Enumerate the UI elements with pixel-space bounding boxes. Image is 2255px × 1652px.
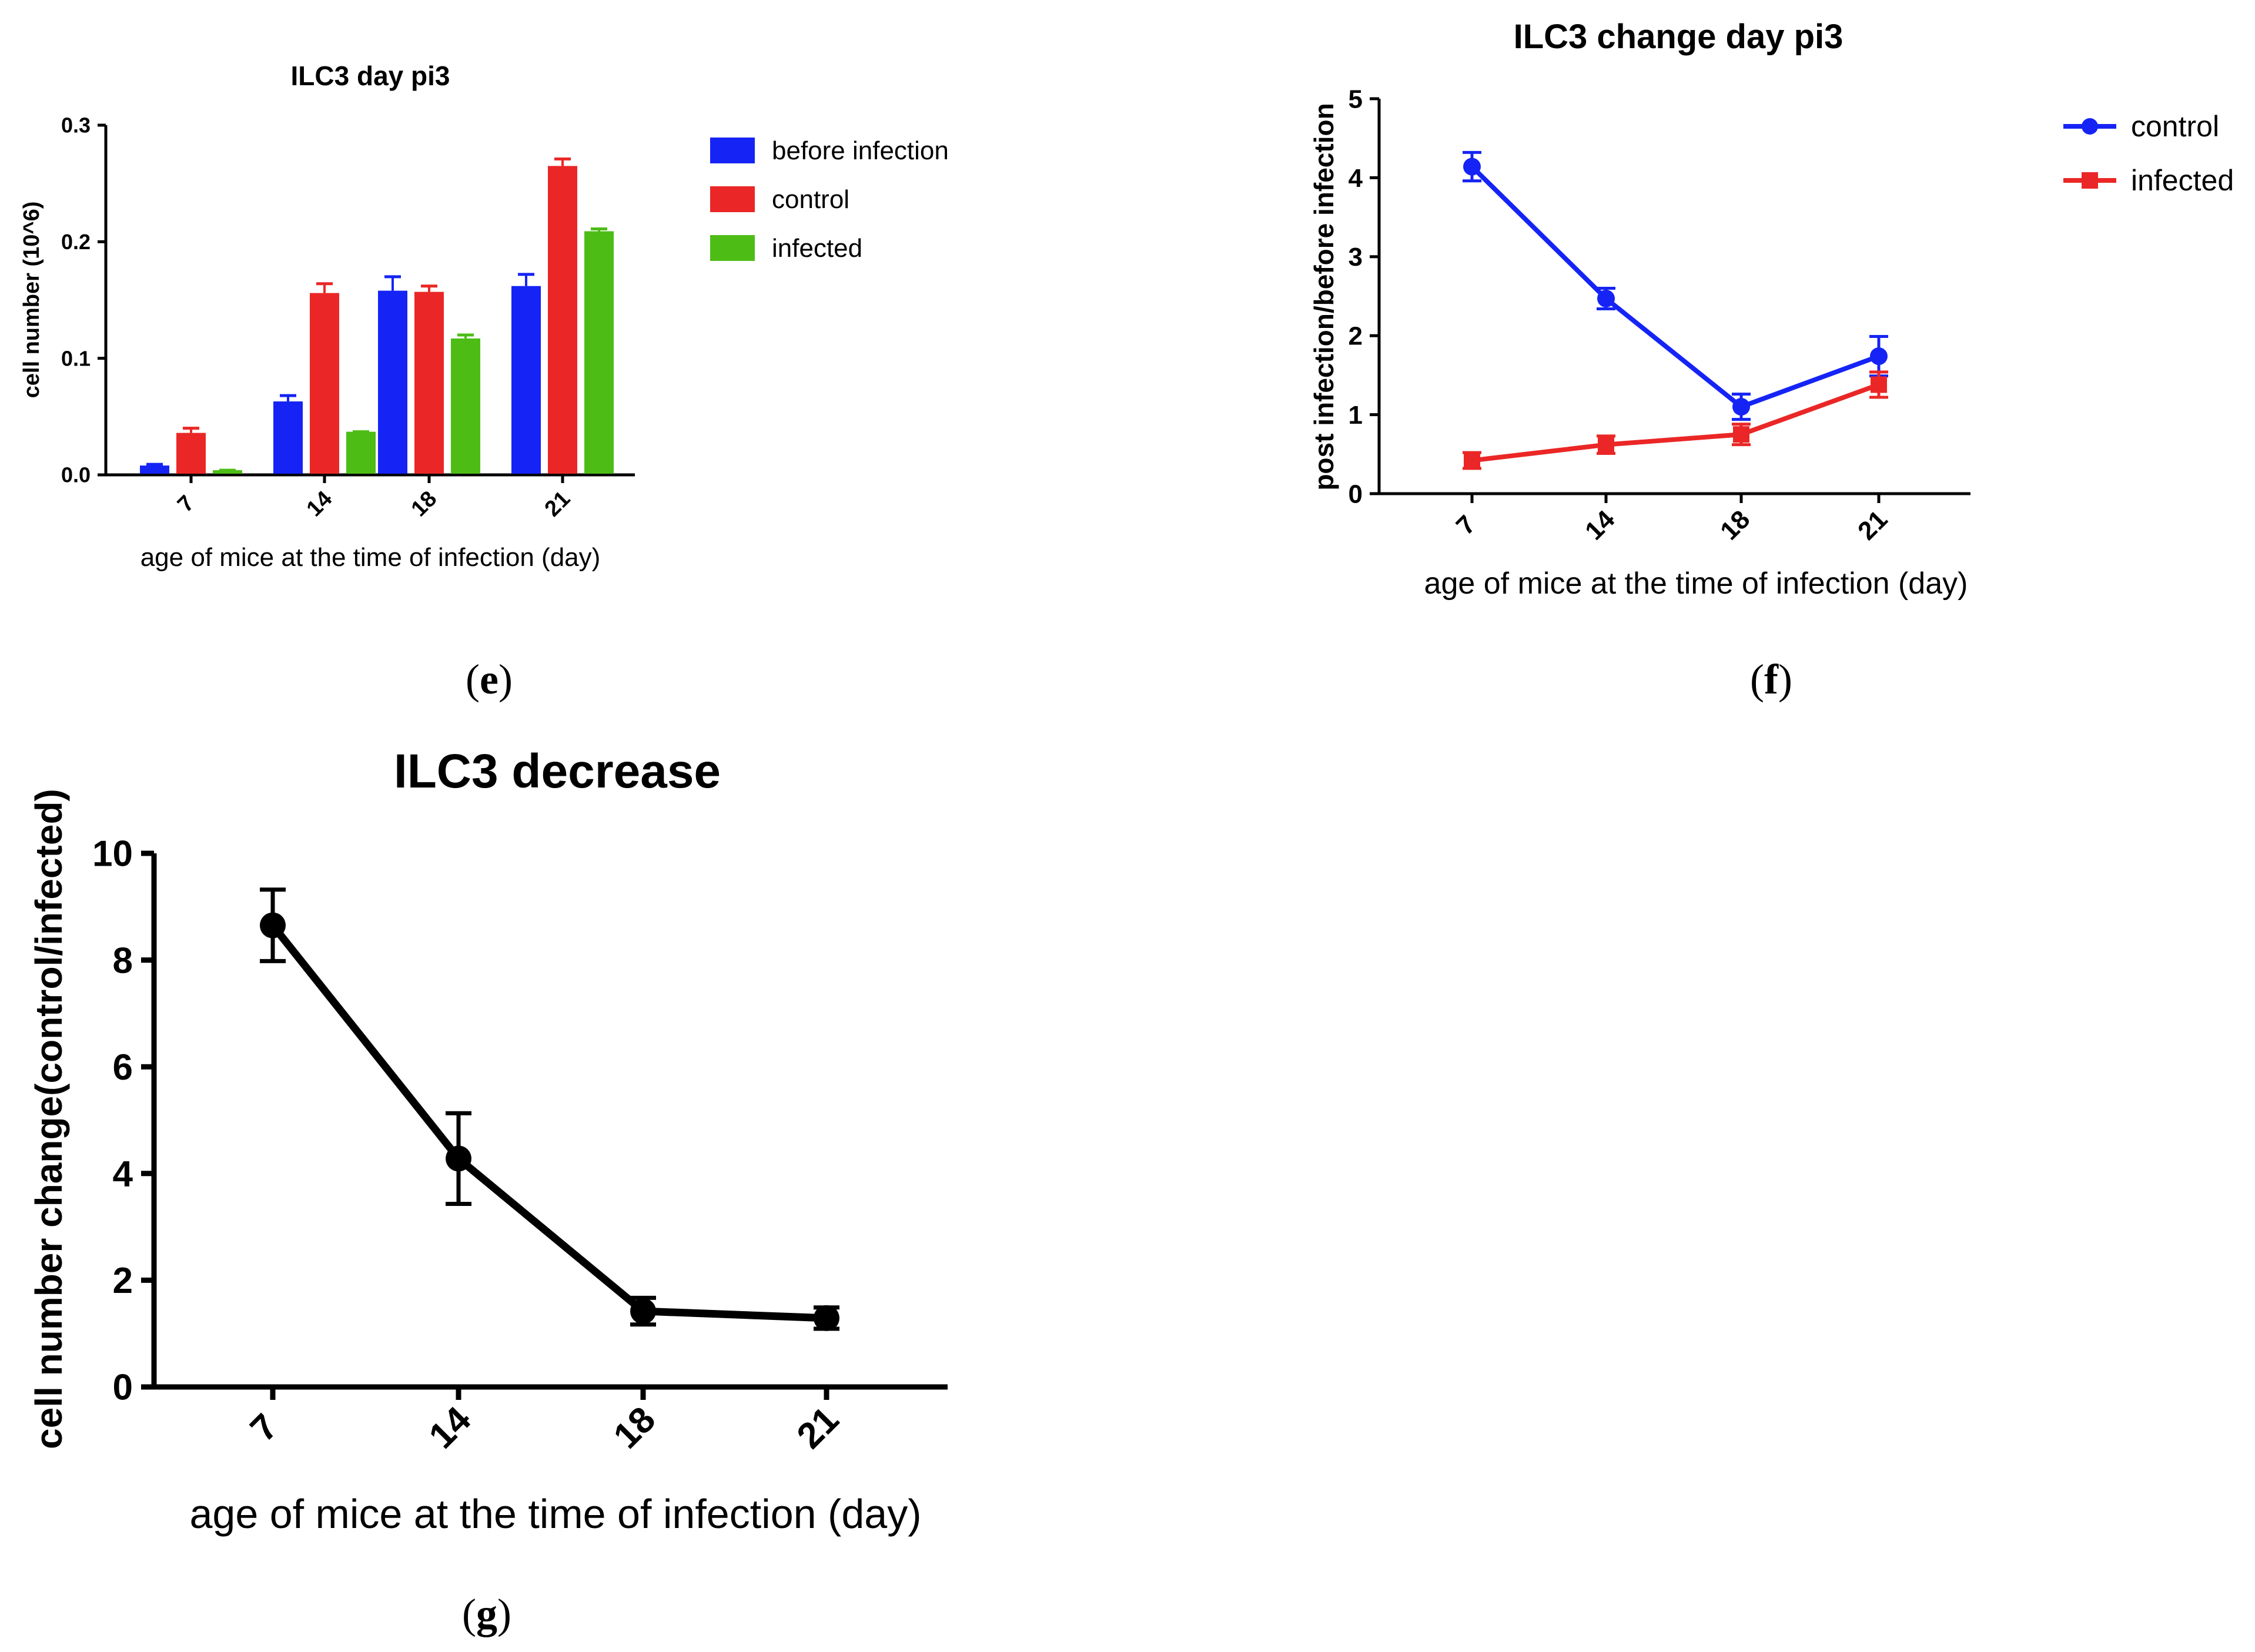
bar-infected-7 (213, 470, 242, 474)
chart-g-x-axis-label: age of mice at the time of infection (da… (189, 1491, 921, 1537)
panel-label-e-text: (e) (466, 656, 513, 703)
chart-f-ytick-label: 3 (1349, 243, 1363, 272)
point-7 (260, 912, 286, 939)
legend-label-infected: infected (772, 234, 862, 263)
chart-f-ytick-label: 2 (1349, 322, 1363, 351)
chart-g-ytick-label: 10 (92, 834, 133, 874)
chart-f-xtick-label: 21 (1852, 505, 1893, 545)
chart-g-ytick-label: 4 (113, 1154, 133, 1195)
bar-infected-18 (451, 338, 480, 474)
chart-g-ytick-label: 6 (113, 1047, 133, 1088)
chart-e-ytick-label: 0.3 (61, 113, 91, 138)
point-infected-21 (1871, 376, 1887, 393)
chart-g-ytick-label: 2 (113, 1261, 133, 1301)
chart-g: ILC3 decrease 0 2 4 6 8 10 7 14 18 21 cell numbe… (28, 745, 948, 1637)
chart-g-y-axis-label: cell number change(control/infected) (28, 789, 70, 1449)
bar-control-7 (176, 433, 206, 474)
chart-f-ytick-label: 0 (1349, 480, 1363, 508)
chart-f-xtick-label: 18 (1715, 505, 1755, 545)
legend-swatch-before-infection (710, 138, 755, 163)
point-21 (814, 1305, 839, 1331)
legend-marker-infected (2082, 172, 2098, 189)
legend-marker-control (2082, 118, 2098, 135)
line-ilc3-decrease (269, 923, 827, 1322)
bar-infected-21 (584, 231, 614, 474)
bar-before-infection-7 (140, 465, 169, 474)
chart-e-xtick-label: 21 (540, 487, 576, 522)
chart-f-xtick-label: 7 (1451, 510, 1481, 541)
bar-before-infection-14 (273, 401, 303, 474)
chart-f-ytick-label: 5 (1349, 85, 1363, 113)
chart-f: ILC3 change day pi3 0 1 2 3 4 5 7 14 18 21 post … (1309, 18, 2234, 703)
bar-control-14 (310, 293, 339, 474)
chart-e-x-axis-label: age of mice at the time of infection (da… (140, 543, 601, 572)
chart-e-ytick-label: 0.2 (61, 230, 91, 254)
legend-label-infected: infected (2131, 164, 2234, 197)
chart-g-ytick-label: 0 (113, 1368, 133, 1408)
panel-label-e: e (480, 656, 498, 703)
bar-infected-14 (346, 431, 376, 474)
point-control-7 (1463, 158, 1481, 176)
chart-e-ytick-label: 0.0 (61, 463, 91, 487)
bar-control-18 (414, 291, 444, 474)
point-infected-18 (1733, 426, 1749, 443)
chart-f-title: ILC3 change day pi3 (1514, 18, 1844, 56)
point-control-21 (1870, 347, 1888, 366)
chart-f-x-axis-label: age of mice at the time of infection (da… (1424, 567, 1968, 601)
bar-before-infection-21 (511, 286, 541, 474)
bar-before-infection-18 (378, 290, 407, 474)
chart-e-ytick-label: 0.1 (61, 346, 91, 370)
point-control-18 (1732, 398, 1750, 416)
line-control (1470, 165, 1880, 410)
chart-e-xtick-label: 7 (173, 491, 199, 517)
legend-label-control: control (2131, 110, 2219, 143)
bar-control-21 (548, 166, 577, 474)
legend-label-control: control (772, 185, 849, 214)
chart-e: ILC3 day pi3 0.0 0.1 0.2 0.3 7 14 18 21 cell n… (19, 61, 949, 703)
legend-label-before-infection: before infection (772, 136, 949, 165)
chart-g-xtick-label: 18 (606, 1399, 664, 1457)
chart-f-xtick-label: 14 (1580, 505, 1621, 546)
chart-f-y-axis-label: post infection/before infection (1309, 103, 1339, 490)
point-18 (630, 1298, 656, 1325)
point-infected-14 (1598, 436, 1614, 453)
legend-swatch-control (710, 186, 755, 212)
point-infected-7 (1464, 452, 1480, 469)
line-infected (1471, 382, 1880, 463)
chart-f-ytick-label: 1 (1349, 401, 1363, 430)
chart-g-xtick-label: 21 (789, 1399, 847, 1457)
panel-label-f-text: (f) (1750, 656, 1792, 703)
panel-label-f: f (1764, 656, 1779, 703)
panel-label-g: g (476, 1590, 497, 1637)
chart-e-xtick-label: 18 (407, 487, 442, 522)
chart-g-title: ILC3 decrease (394, 745, 721, 798)
chart-e-y-axis-label: cell number (10^6) (19, 202, 44, 398)
chart-e-title: ILC3 day pi3 (291, 61, 450, 91)
point-control-14 (1597, 290, 1615, 308)
chart-g-xtick-label: 14 (421, 1399, 479, 1456)
chart-f-ytick-label: 4 (1349, 164, 1363, 193)
panel-label-g-text: (g) (462, 1590, 511, 1637)
chart-e-xtick-label: 14 (302, 487, 337, 522)
point-14 (446, 1145, 471, 1172)
legend-swatch-infected (710, 235, 755, 261)
chart-g-ytick-label: 8 (113, 940, 133, 981)
chart-g-xtick-label: 7 (243, 1406, 286, 1449)
